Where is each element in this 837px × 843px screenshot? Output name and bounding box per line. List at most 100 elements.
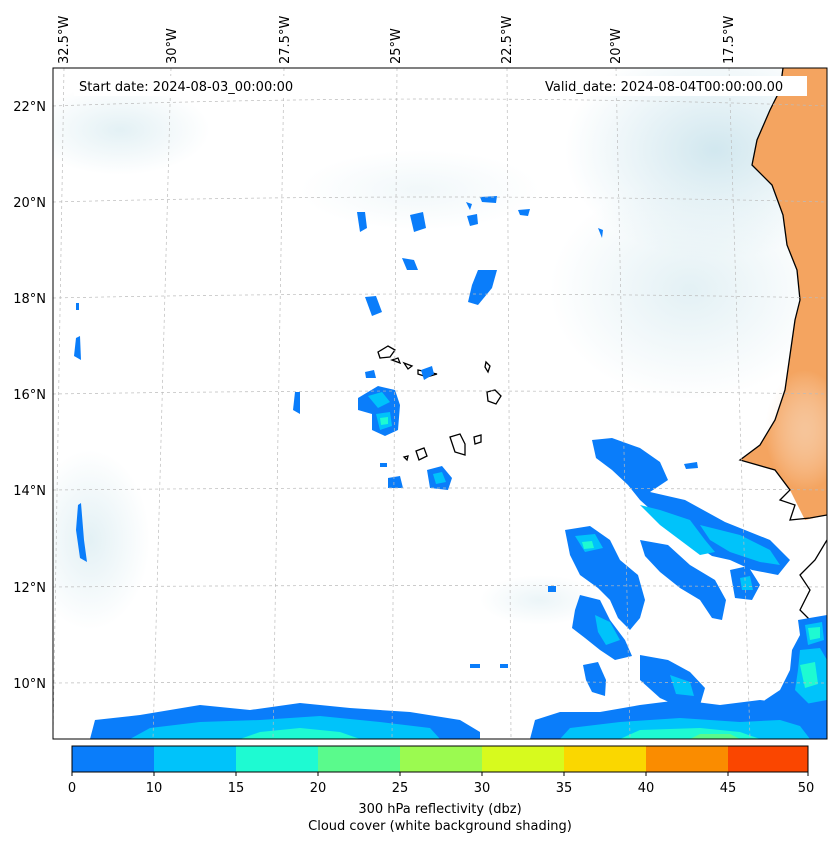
reflectivity-cell (421, 366, 434, 380)
latitude-labels: 22°N 20°N 18°N 16°N 14°N 12°N 10°N (13, 100, 46, 692)
cloud-cover-nw (53, 85, 210, 175)
colorbar-tick-label: 40 (638, 781, 655, 796)
gridline-lat (53, 196, 827, 203)
island-sao-vicente (390, 357, 402, 365)
lon-label: 27.5°W (278, 16, 293, 64)
colorbar-segment (728, 746, 808, 772)
colorbar-segment (318, 746, 400, 772)
map-content (53, 68, 827, 739)
gridline-lat (53, 487, 827, 491)
cloud-cover-south (480, 575, 600, 625)
start-date-label: Start date: 2024-08-03_00:00:00 (79, 80, 293, 95)
gridline-lon (272, 68, 285, 739)
colorbar-tick-label: 10 (146, 781, 163, 796)
reflectivity-cell (808, 627, 820, 640)
reflectivity-cell (690, 734, 740, 739)
island-santa-luzia (402, 361, 414, 370)
reflectivity-cell (74, 336, 81, 360)
gridline-lat (53, 98, 827, 107)
valid-date-label: Valid_date: 2024-08-04T00:00:00.00 (545, 80, 783, 95)
gridline-lon (152, 68, 172, 739)
island-fogo (415, 447, 428, 461)
reflectivity-cell (76, 303, 79, 310)
island-maio (473, 434, 482, 445)
gridline-lon (728, 68, 751, 739)
start-date-box (74, 76, 314, 96)
colorbar-tick-label: 50 (798, 781, 815, 796)
reflectivity-cell (357, 212, 367, 232)
colorbar-tick-label: 0 (68, 781, 76, 796)
reflectivity-cell (368, 392, 390, 408)
island-brava (402, 455, 409, 462)
land-pale-shading (765, 370, 827, 490)
colorbar-tick-label: 25 (392, 781, 409, 796)
lon-label: 22.5°W (500, 16, 515, 64)
reflectivity-cell (800, 662, 818, 688)
colorbar-segment (72, 746, 154, 772)
colorbar-subtitle: Cloud cover (white background shading) (308, 819, 572, 834)
colorbar-segment (154, 746, 236, 772)
colorbar-ticks (71, 772, 809, 776)
coastline-africa (738, 68, 827, 521)
reflectivity-cell (598, 228, 603, 238)
map-frame (52, 67, 828, 740)
colorbar-tick-label: 35 (556, 781, 573, 796)
reflectivity-cell (670, 675, 694, 696)
reflectivity-cell (130, 716, 440, 739)
colorbar: 0 10 15 20 25 30 35 40 45 50 300 hPa ref… (68, 745, 815, 834)
reflectivity-cell (684, 462, 698, 469)
cape-verde-islands (377, 345, 502, 462)
colorbar-segment (564, 746, 646, 772)
reflectivity-cell (402, 258, 418, 270)
colorbar-tick-label: 15 (228, 781, 245, 796)
colorbar-segment (400, 746, 482, 772)
gridline-lat (53, 585, 827, 588)
reflectivity-cell (640, 505, 715, 555)
reflectivity-cell (583, 662, 606, 696)
lat-label: 10°N (13, 677, 46, 692)
reflectivity-cell (468, 270, 497, 305)
cloud-cover-east (550, 180, 827, 400)
lat-label: 12°N (13, 581, 46, 596)
island-santiago (449, 433, 466, 456)
colorbar-segment (482, 746, 564, 772)
reflectivity-cell (365, 370, 376, 378)
lon-label: 30°W (165, 28, 180, 64)
reflectivity-layer (74, 196, 827, 739)
reflectivity-cell (467, 214, 478, 226)
gridline-lon (391, 68, 398, 739)
reflectivity-cell (500, 664, 508, 668)
reflectivity-cell (410, 212, 426, 232)
reflectivity-cell (293, 392, 300, 414)
valid-date-box (540, 76, 807, 96)
lon-label: 32.5°W (57, 16, 72, 64)
reflectivity-cell (582, 541, 594, 549)
gridlines (53, 68, 827, 739)
gridline-lon (53, 68, 65, 739)
reflectivity-cell (76, 503, 87, 562)
reflectivity-cell (480, 196, 497, 203)
gridline-lon (506, 68, 512, 739)
lat-label: 22°N (13, 100, 46, 115)
colorbar-segment (646, 746, 728, 772)
cloud-cover-layer (53, 68, 827, 630)
colorbar-frame (71, 745, 809, 773)
colorbar-tick-label: 30 (474, 781, 491, 796)
reflectivity-cell (380, 417, 388, 425)
lat-label: 16°N (13, 388, 46, 403)
colorbar-segment (236, 746, 318, 772)
reflectivity-cell (518, 209, 530, 216)
lon-label: 17.5°W (722, 16, 737, 64)
reflectivity-cell (470, 664, 480, 668)
reflectivity-cell (700, 525, 780, 565)
gridline-lat (53, 681, 827, 684)
gridline-lon (615, 68, 631, 739)
gridline-lat (53, 293, 827, 299)
reflectivity-cell (548, 586, 556, 592)
reflectivity-cell (433, 472, 446, 484)
lat-label: 14°N (13, 484, 46, 499)
island-sal (484, 360, 491, 374)
lon-label: 20°W (609, 28, 624, 64)
